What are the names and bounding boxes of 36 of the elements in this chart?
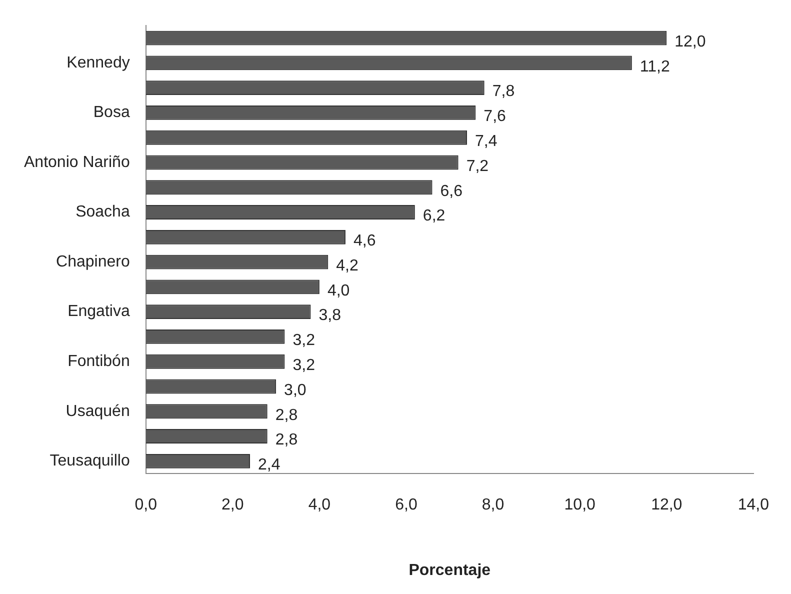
data-label: 2,8 [275,406,298,424]
data-label: 2,4 [258,456,280,474]
y-tick-label: Soacha [76,204,130,221]
data-label: 11,2 [640,58,670,76]
data-label: 3,0 [284,382,306,399]
data-label: 4,6 [353,232,376,250]
data-label: 3,2 [292,357,316,374]
data-label: 4,2 [336,257,358,274]
data-label: 3,2 [292,332,316,350]
data-label: 7,8 [492,83,515,100]
x-tick-label: 10,0 [564,496,596,514]
x-tick-label: 8,0 [482,496,504,514]
x-tick-label: 0,0 [134,496,158,514]
data-label: 6,6 [440,182,463,200]
y-tick-label: Usaquén [66,402,130,420]
y-tick-label: Kennedy [66,54,130,72]
y-tick-label: Bosa [93,104,130,122]
y-tick-label: Antonio Nariño [24,154,130,171]
y-tick-label: Teusaquillo [50,452,130,470]
y-tick-label: Fontibón [68,353,130,370]
data-label: 3,8 [318,307,342,324]
x-tick-label: 4,0 [308,496,331,514]
data-label: 7,2 [466,158,489,175]
y-tick-label: Engativa [68,303,130,320]
x-axis-title: Porcentaje [408,562,491,579]
x-tick-label: 2,0 [222,496,244,514]
data-label: 7,6 [484,108,506,126]
data-label: 4,0 [327,282,350,300]
x-tick-label: 12,0 [651,496,682,514]
data-label: 2,8 [275,432,298,449]
data-label: 6,2 [422,208,446,225]
data-label: 12,0 [674,33,706,50]
x-tick-label: 6,0 [395,496,418,514]
y-tick-label: Chapinero [56,253,130,270]
x-tick-label: 14,0 [738,496,770,514]
data-label: 7,4 [474,133,498,150]
